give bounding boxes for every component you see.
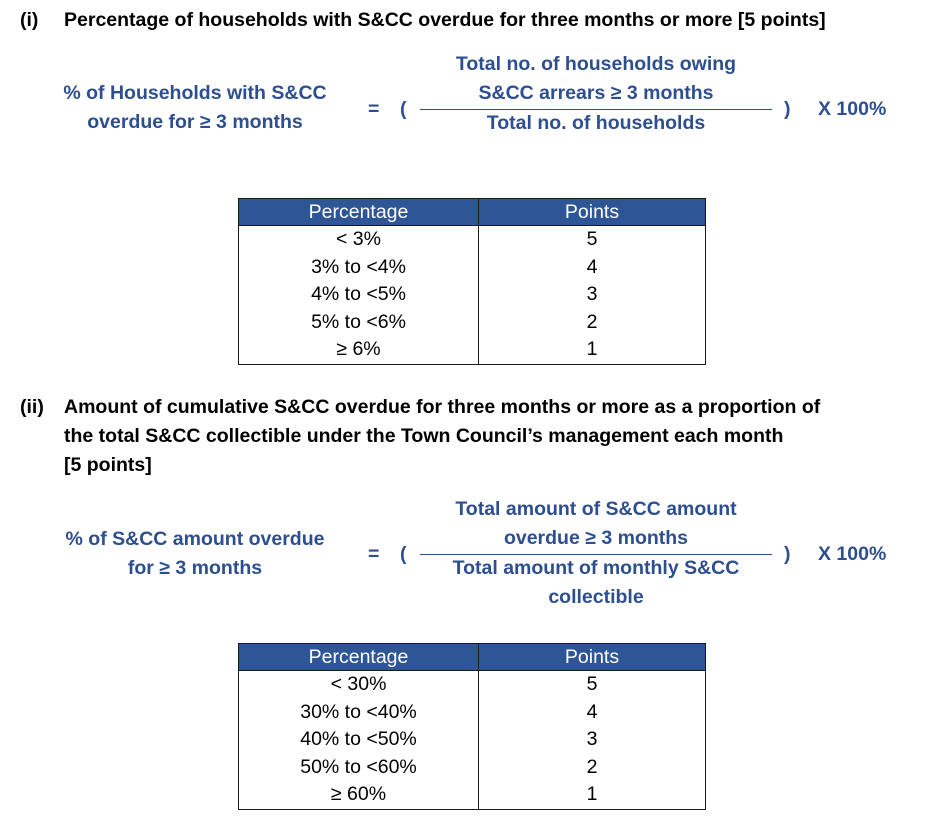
table-row: ≥ 60% 1 <box>238 781 706 810</box>
formula-i-lhs-line2: overdue for ≥ 3 months <box>87 111 303 133</box>
points-table-ii: Percentage Points < 30% 5 30% to <40% 4 … <box>238 643 706 810</box>
section-i-title: Percentage of households with S&CC overd… <box>64 9 826 31</box>
formula-ii-fraction-bar <box>420 554 772 555</box>
formula-ii-close-paren: ) <box>784 543 791 565</box>
percentage-cell: 40% to <50% <box>238 726 479 754</box>
percentage-cell: ≥ 60% <box>238 781 479 810</box>
section-ii-heading: (ii) Amount of cumulative S&CC overdue f… <box>20 393 940 483</box>
formula-ii-numerator: Total amount of S&CC amount overdue ≥ 3 … <box>420 495 772 553</box>
section-ii-title-line1: Amount of cumulative S&CC overdue for th… <box>64 396 821 418</box>
section-ii-number: (ii) <box>20 396 44 418</box>
formula-i-open-paren: ( <box>400 98 407 120</box>
column-header-percentage: Percentage <box>238 198 479 226</box>
table-row: < 3% 5 <box>238 225 706 254</box>
table-row: 4% to <5% 3 <box>238 281 706 309</box>
formula-ii-lhs-line2: for ≥ 3 months <box>127 557 263 579</box>
formula-i-numerator: Total no. of households owing S&CC arrea… <box>420 50 772 108</box>
table-row: ≥ 6% 1 <box>238 336 706 365</box>
table-row: 40% to <50% 3 <box>238 726 706 754</box>
points-table-i: Percentage Points < 3% 5 3% to <4% 4 4% … <box>238 198 706 365</box>
formula-i-numerator-line2: S&CC arrears ≥ 3 months <box>478 82 714 104</box>
percentage-cell: < 30% <box>238 670 479 699</box>
table-row: 3% to <4% 4 <box>238 253 706 281</box>
formula-ii-denominator-line1: Total amount of monthly S&CC <box>452 557 740 579</box>
section-i-number: (i) <box>20 9 39 31</box>
table-row: 30% to <40% 4 <box>238 698 706 726</box>
percentage-cell: 30% to <40% <box>238 698 479 726</box>
table-row: < 30% 5 <box>238 670 706 699</box>
formula-i-lhs-line1: % of Households with S&CC <box>63 82 327 104</box>
points-cell: 5 <box>478 670 706 699</box>
section-i-heading: (i) Percentage of households with S&CC o… <box>20 6 940 36</box>
table-header-row: Percentage Points <box>238 198 706 226</box>
formula-ii-numerator-line2: overdue ≥ 3 months <box>503 527 689 549</box>
points-cell: 1 <box>478 781 706 810</box>
points-cell: 4 <box>478 698 706 726</box>
table-row: 5% to <6% 2 <box>238 308 706 336</box>
formula-i-lhs: % of Households with S&CC overdue for ≥ … <box>40 79 350 137</box>
section-ii-title-line3: [5 points] <box>64 454 152 476</box>
formula-i-close-paren: ) <box>784 98 791 120</box>
formula-ii-denominator-line2: collectible <box>548 586 644 608</box>
formula-ii-lhs-line1: % of S&CC amount overdue <box>65 528 325 550</box>
percentage-cell: 50% to <60% <box>238 753 479 781</box>
formula-i-denominator: Total no. of households <box>420 109 772 138</box>
formula-i-multiplier: X 100% <box>818 98 887 120</box>
points-cell: 3 <box>478 726 706 754</box>
table-header-row: Percentage Points <box>238 643 706 671</box>
formula-i-numerator-line1: Total no. of households owing <box>455 53 737 75</box>
table-row: 50% to <60% 2 <box>238 753 706 781</box>
column-header-points: Points <box>478 198 706 226</box>
column-header-percentage: Percentage <box>238 643 479 671</box>
points-cell: 2 <box>478 308 706 336</box>
points-cell: 1 <box>478 336 706 365</box>
points-cell: 4 <box>478 253 706 281</box>
formula-ii-equals: = <box>368 543 380 565</box>
column-header-points: Points <box>478 643 706 671</box>
percentage-cell: 5% to <6% <box>238 308 479 336</box>
formula-ii-multiplier: X 100% <box>818 543 887 565</box>
percentage-cell: < 3% <box>238 225 479 254</box>
formula-ii-lhs: % of S&CC amount overdue for ≥ 3 months <box>40 525 350 583</box>
formula-ii-open-paren: ( <box>400 543 407 565</box>
section-ii-title-line2: the total S&CC collectible under the Tow… <box>64 425 784 447</box>
points-cell: 3 <box>478 281 706 309</box>
formula-i-fraction-bar <box>420 109 772 110</box>
percentage-cell: 4% to <5% <box>238 281 479 309</box>
points-cell: 2 <box>478 753 706 781</box>
formula-i-equals: = <box>368 98 380 120</box>
formula-ii-numerator-line1: Total amount of S&CC amount <box>455 498 737 520</box>
formula-i-denominator-line1: Total no. of households <box>486 112 706 134</box>
percentage-cell: ≥ 6% <box>238 336 479 365</box>
formula-ii-denominator: Total amount of monthly S&CC collectible <box>420 554 772 612</box>
points-cell: 5 <box>478 225 706 254</box>
percentage-cell: 3% to <4% <box>238 253 479 281</box>
